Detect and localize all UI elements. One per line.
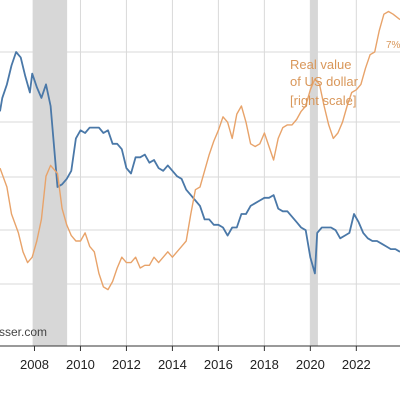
x-tick-label: 2018 (250, 357, 279, 372)
recession-band (32, 0, 68, 346)
x-tick-label: 2022 (342, 357, 371, 372)
series-line-left (0, 51, 400, 275)
annotation-line-1: Real value (290, 57, 351, 72)
x-tick-label: 2016 (204, 357, 233, 372)
recession-shading (32, 0, 318, 346)
series-line-right (0, 10, 400, 291)
recession-band (310, 0, 318, 346)
annotation-line-3: [right scale] (290, 93, 356, 108)
x-tick-label: 2008 (20, 357, 49, 372)
annotation-top-right: 7% (386, 40, 400, 51)
x-axis-ticks: 2008 2010 2012 2014 2016 2018 2020 2022 (20, 346, 371, 372)
x-tick-label: 2014 (158, 357, 187, 372)
watermark-text: sser.com (0, 325, 47, 339)
x-tick-label: 2020 (296, 357, 325, 372)
annotation-line-2: of US dollar (290, 74, 359, 89)
x-tick-label: 2012 (112, 357, 141, 372)
series-layer (0, 10, 400, 291)
x-tick-label: 2010 (66, 357, 95, 372)
